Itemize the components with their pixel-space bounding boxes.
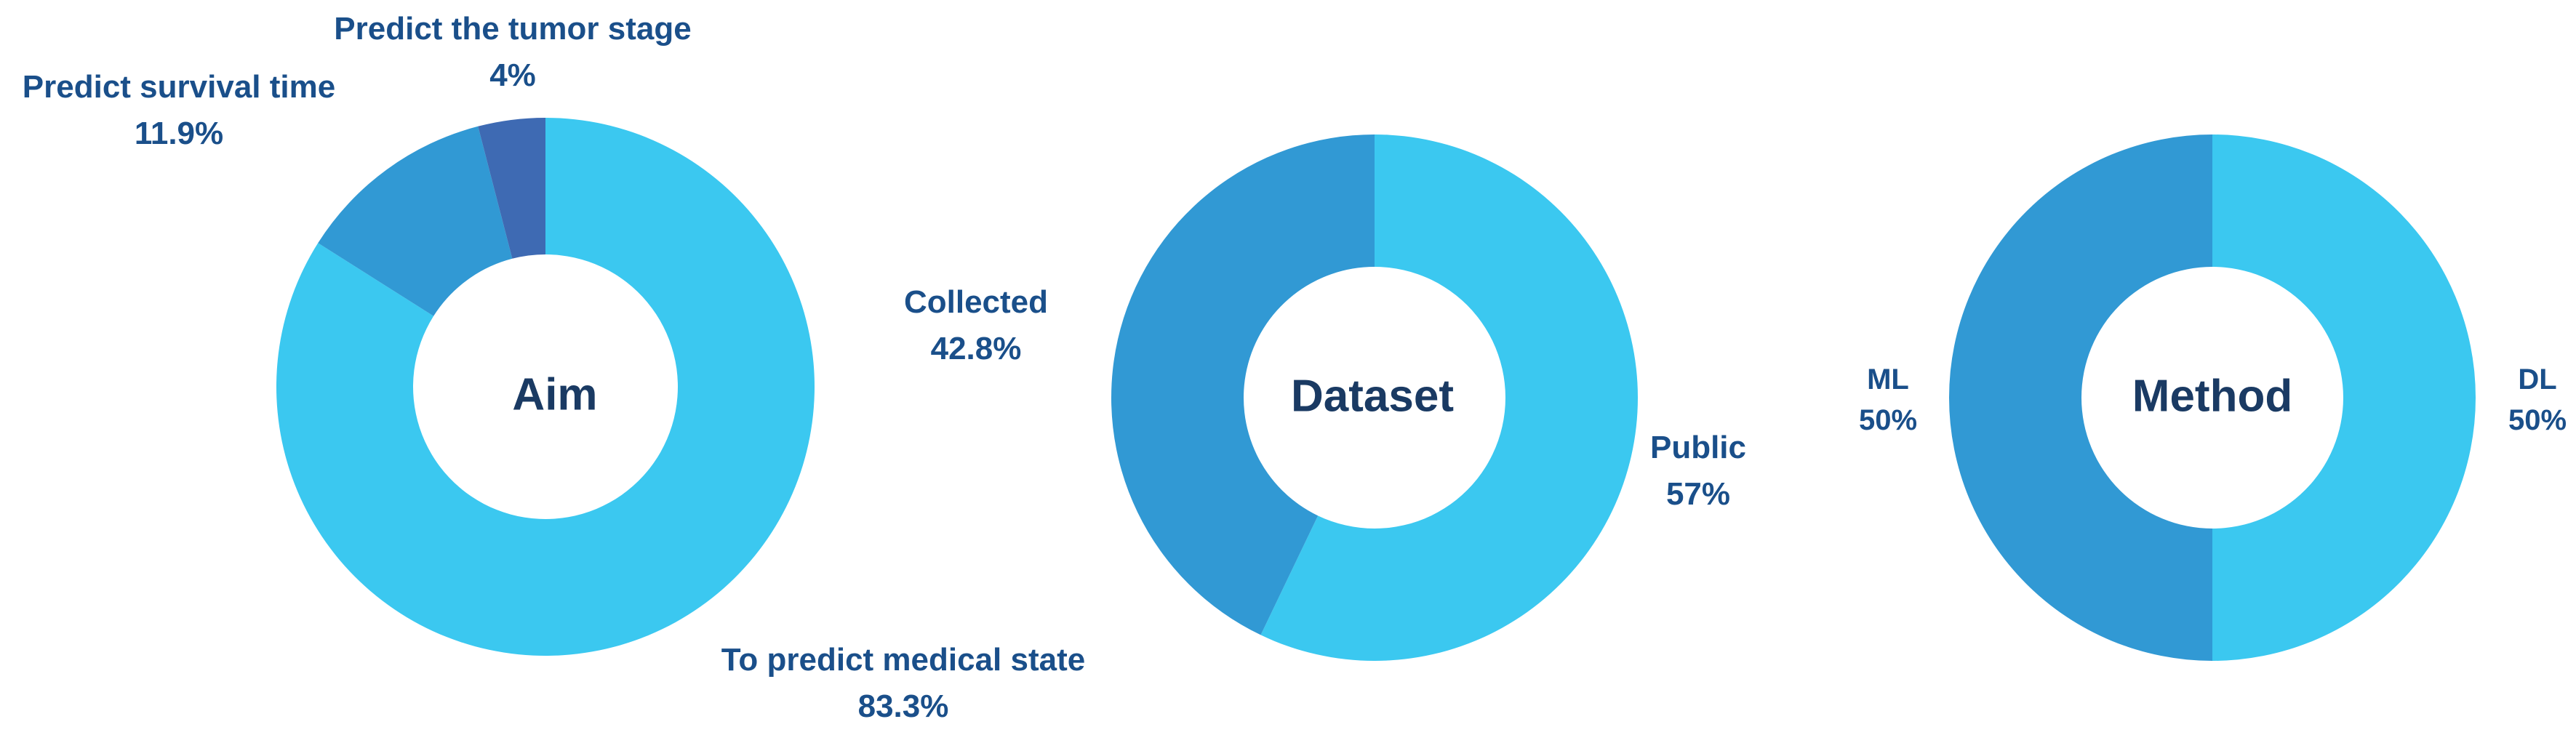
dataset-slice-0 bbox=[1260, 134, 1638, 661]
slice-value: 57% bbox=[1665, 476, 1731, 512]
aim-center-title: Aim bbox=[512, 369, 598, 420]
slice-label: ML bbox=[1867, 364, 1909, 395]
dataset-label-public: Public 57% bbox=[1650, 425, 1746, 518]
slice-value: 50% bbox=[1858, 404, 1918, 436]
slice-label: Predict the tumor stage bbox=[334, 11, 692, 47]
slice-label: Collected bbox=[903, 284, 1049, 320]
aim-label-medical-state: To predict medical state 83.3% bbox=[721, 637, 1085, 730]
slice-label: To predict medical state bbox=[721, 642, 1086, 678]
method-label-ml: ML 50% bbox=[1859, 359, 1917, 441]
slice-value: 83.3% bbox=[857, 688, 949, 724]
slice-value: 42.8% bbox=[930, 331, 1022, 366]
slice-value: 11.9% bbox=[134, 116, 224, 151]
aim-label-tumor-stage: Predict the tumor stage 4% bbox=[334, 6, 691, 99]
method-slice-1 bbox=[1949, 134, 2212, 661]
method-label-dl: DL 50% bbox=[2508, 359, 2567, 441]
aim-slice-1 bbox=[318, 126, 513, 316]
method-slice-0 bbox=[2212, 134, 2476, 661]
aim-label-survival-time: Predict survival time 11.9% bbox=[23, 64, 335, 157]
aim-slice-0 bbox=[276, 118, 815, 656]
dataset-center-title: Dataset bbox=[1291, 371, 1454, 422]
slice-label: Predict survival time bbox=[22, 69, 336, 105]
slice-label: Public bbox=[1649, 430, 1747, 465]
slice-value: 50% bbox=[2508, 404, 2567, 436]
slice-label: DL bbox=[2518, 364, 2557, 395]
slice-value: 4% bbox=[489, 57, 536, 93]
aim-slice-2 bbox=[478, 118, 545, 259]
method-center-title: Method bbox=[2132, 371, 2293, 422]
dataset-slice-1 bbox=[1111, 134, 1375, 635]
dataset-label-collected: Collected 42.8% bbox=[904, 279, 1048, 372]
